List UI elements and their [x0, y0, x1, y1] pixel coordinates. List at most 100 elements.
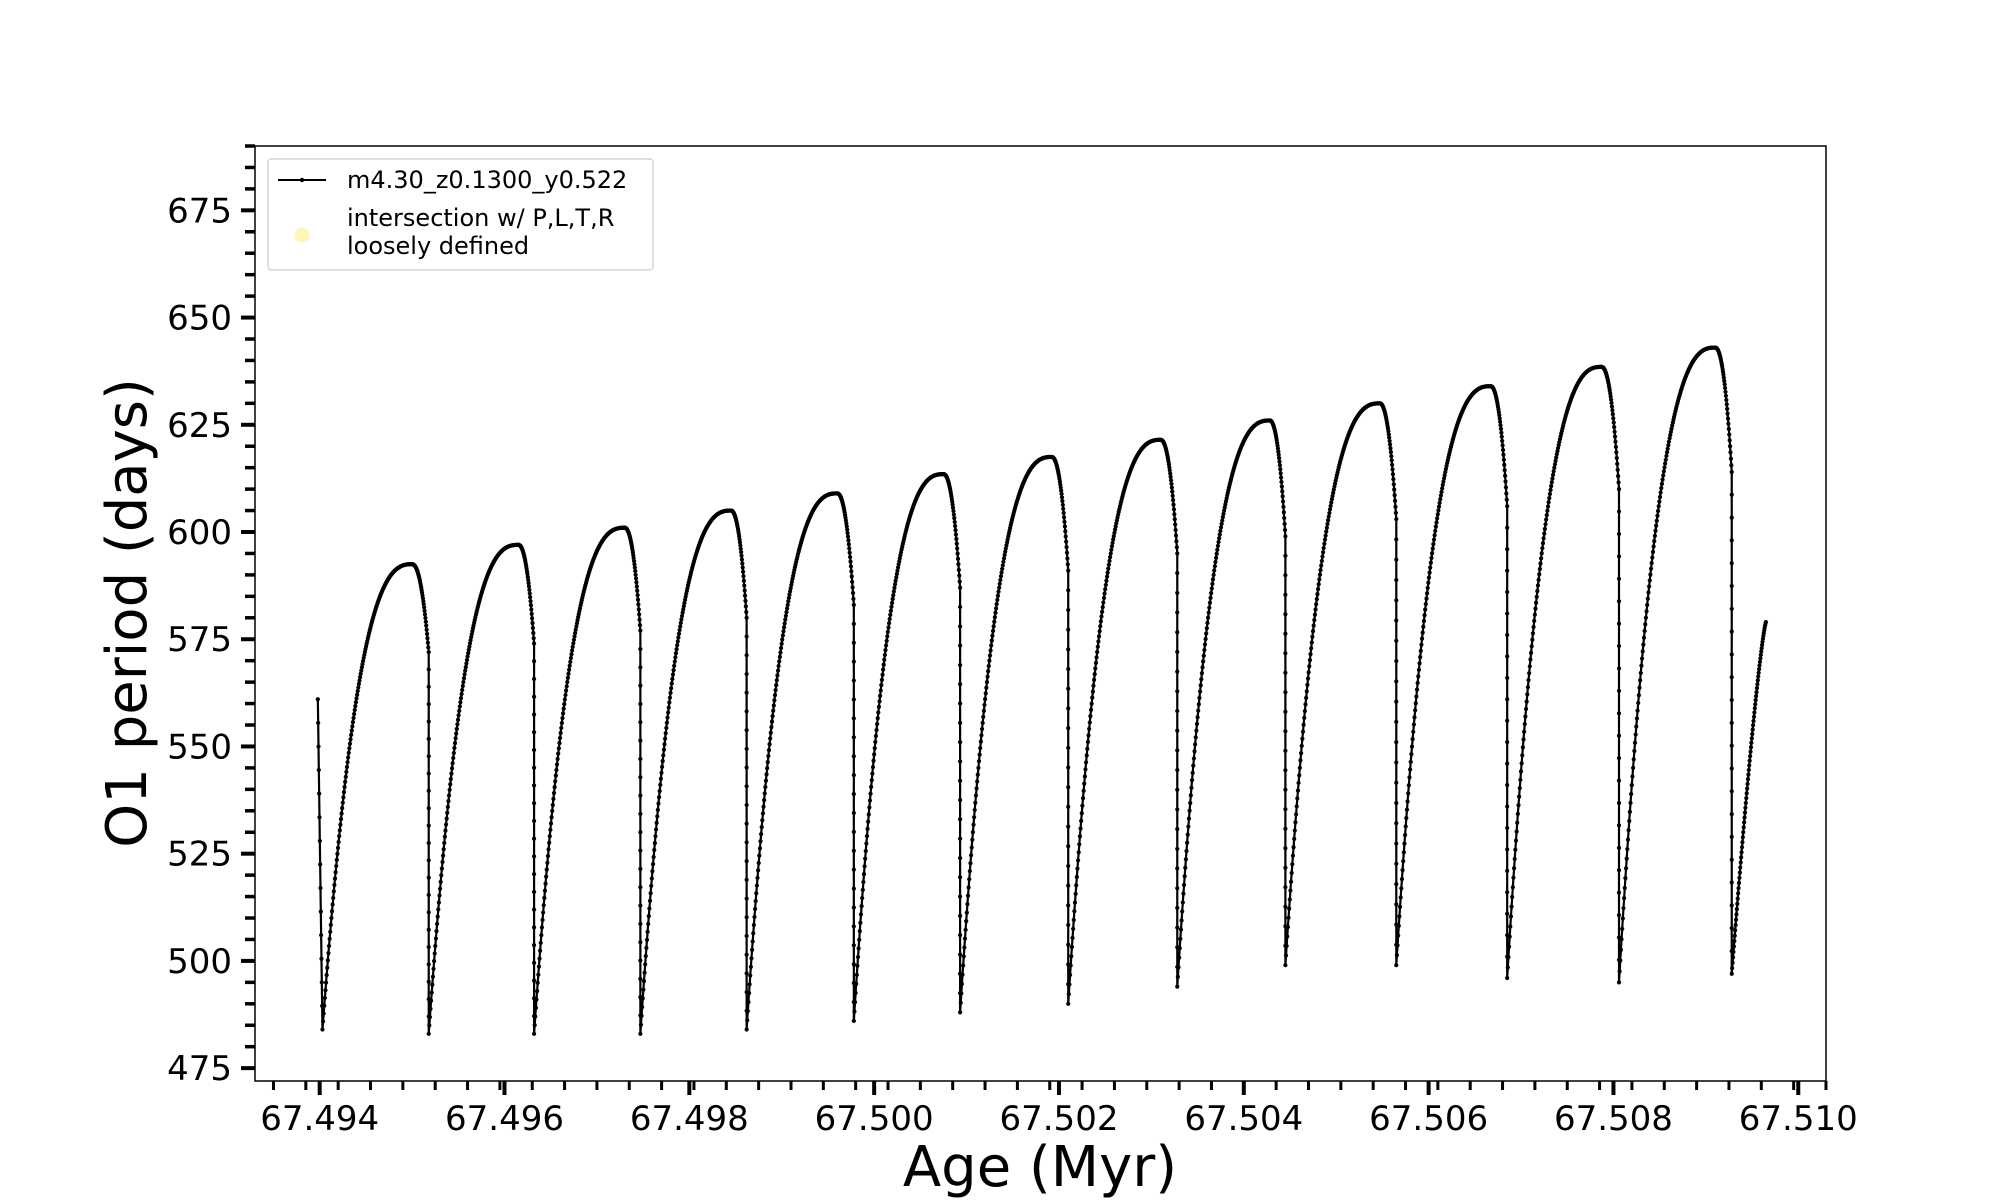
series-point [1542, 526, 1547, 531]
series-point [781, 625, 787, 630]
series-point [1523, 706, 1529, 712]
series-point [875, 721, 880, 727]
series-point [1205, 615, 1211, 620]
series-point [1742, 815, 1747, 820]
series-point [1066, 863, 1071, 869]
series-point [557, 735, 563, 741]
series-point [961, 954, 966, 959]
series-point [653, 834, 658, 839]
series-point [448, 776, 453, 782]
series-point [642, 970, 647, 975]
series-point [748, 973, 753, 978]
series-point [669, 686, 674, 691]
series-point [765, 759, 770, 765]
series-point [1616, 711, 1622, 716]
series-point [454, 726, 459, 731]
series-point [1180, 909, 1185, 914]
series-point [1174, 545, 1179, 550]
series-point [531, 747, 537, 753]
series-point [1643, 622, 1648, 627]
series-point [1107, 558, 1112, 563]
series-point [1741, 830, 1746, 835]
series-point [644, 937, 650, 942]
series-point [1510, 894, 1515, 899]
series-point [459, 691, 464, 697]
series-point [1295, 788, 1301, 793]
series-point [328, 929, 333, 934]
series-point [1736, 880, 1742, 886]
series-point [1747, 763, 1752, 768]
series-point [571, 637, 577, 642]
series-point [1642, 628, 1647, 634]
series-point [962, 936, 968, 941]
series-point [867, 805, 872, 810]
series-point [752, 914, 757, 920]
series-point [350, 720, 356, 725]
series-point [981, 714, 986, 719]
series-point [531, 836, 537, 841]
series-point [1305, 682, 1310, 688]
series-point [355, 692, 360, 697]
series-point [1510, 885, 1515, 890]
series-point [955, 551, 960, 556]
series-point [744, 765, 749, 770]
series-point [958, 875, 963, 880]
series-point [1072, 909, 1077, 914]
series-point [1505, 825, 1510, 831]
series-point [1650, 555, 1655, 560]
series-point [1387, 435, 1392, 440]
series-point [1070, 935, 1075, 941]
series-point [851, 791, 856, 797]
series-point [781, 629, 786, 634]
series-point [1616, 912, 1622, 918]
series-point [752, 906, 758, 912]
series-point [1437, 500, 1442, 505]
series-point [1096, 634, 1102, 639]
series-point [1221, 508, 1227, 513]
series-point [543, 881, 548, 886]
series-point [1215, 543, 1221, 548]
series-point [1283, 573, 1288, 578]
series-point [773, 688, 778, 693]
series-point [439, 866, 444, 871]
legend-frame [267, 158, 654, 271]
series-point [643, 962, 648, 967]
series-point [560, 716, 565, 721]
series-point [958, 894, 963, 899]
series-point [1639, 663, 1644, 668]
series-point [1167, 468, 1172, 473]
series-point [347, 741, 353, 746]
series-point [1729, 583, 1734, 589]
series-point [638, 793, 643, 798]
series-point [774, 678, 779, 683]
series-point [319, 956, 324, 961]
series-point [1729, 629, 1734, 634]
series-point [433, 936, 439, 941]
series-point [638, 1031, 643, 1036]
series-point [1110, 540, 1115, 545]
series-point [1327, 510, 1332, 516]
series-point [356, 681, 362, 687]
series-point [1414, 694, 1419, 699]
series-point [461, 676, 467, 681]
series-point [1069, 954, 1074, 959]
series-point [1292, 828, 1297, 833]
series-point [341, 790, 347, 795]
series-point [1759, 649, 1764, 654]
series-point [775, 668, 781, 673]
series-point [675, 643, 680, 648]
series-point [1066, 824, 1071, 829]
series-point [958, 624, 963, 629]
series-point [740, 565, 745, 570]
series-point [1507, 934, 1512, 939]
series-point [1093, 660, 1099, 666]
series-point [531, 960, 537, 965]
series-point [891, 589, 896, 594]
series-point [1547, 495, 1552, 501]
series-point [637, 622, 643, 628]
series-point [562, 697, 567, 702]
series-point [1751, 718, 1756, 724]
series-point [637, 612, 642, 617]
series-point [569, 652, 574, 657]
series-point [953, 523, 958, 529]
